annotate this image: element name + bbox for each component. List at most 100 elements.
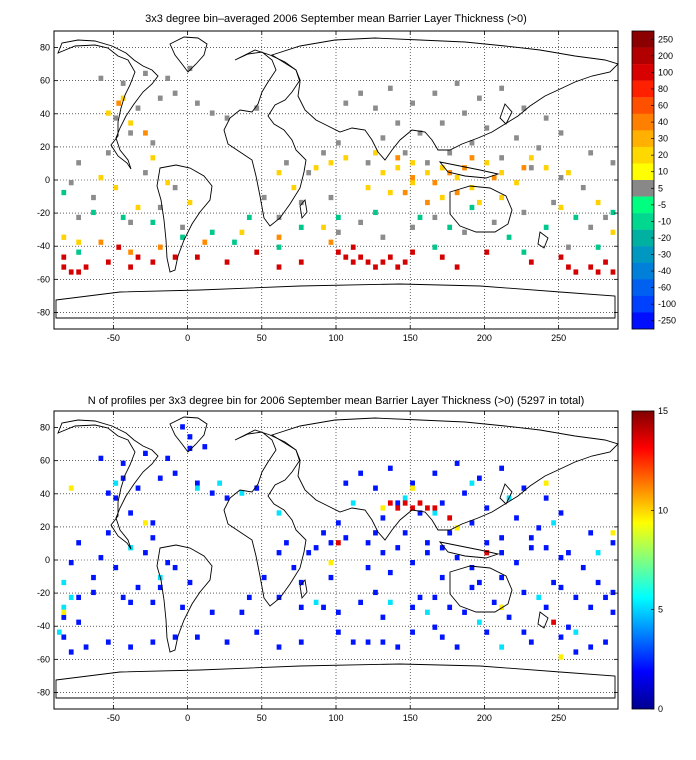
colorbar-segment	[632, 279, 654, 297]
bin-cell-gray	[98, 75, 104, 81]
bin-cell-red	[105, 259, 111, 265]
bin-cell-blue	[499, 535, 505, 541]
bin-cell-red	[343, 254, 349, 260]
bin-cell-gray	[477, 95, 482, 101]
bottom-colorbar: 15 10 5 0	[631, 406, 668, 714]
bin-cell-red	[336, 249, 341, 255]
bin-cell-blue	[610, 589, 616, 596]
bin-cell-red	[83, 264, 89, 270]
bin-cell-blue	[135, 485, 141, 491]
bin-cell-red	[484, 249, 490, 255]
top-coastlines	[55, 36, 619, 319]
bin-cell-blue	[68, 560, 74, 566]
y-tick-label: 40	[40, 489, 50, 499]
bin-cell-gray	[566, 244, 571, 250]
bin-cell-yellow	[514, 180, 519, 186]
bin-cell-blue	[91, 574, 96, 581]
bin-cell-blue	[336, 520, 341, 526]
bin-cell-gray	[91, 194, 96, 201]
bin-cell-green	[180, 234, 185, 240]
x-tick-label: 250	[551, 713, 566, 723]
bin-cell-gray	[261, 194, 267, 201]
bottom-x-axis: -50 0 50 100 150 200 250	[107, 411, 566, 723]
bin-cell-blue	[447, 530, 453, 536]
colorbar-tick-label: 5	[658, 183, 663, 193]
bin-cell-blue	[343, 535, 349, 541]
colorbar-tick-label: -30	[658, 250, 671, 260]
bin-cell-blue	[462, 490, 467, 496]
bin-cell-red	[116, 244, 122, 250]
x-tick-label: 250	[551, 333, 566, 343]
y-tick-label: 20	[40, 142, 50, 152]
bin-cell-yellow	[291, 184, 297, 191]
bin-cell-green	[246, 214, 252, 221]
bottom-grid	[54, 411, 618, 709]
bin-cell-gray	[195, 100, 200, 106]
top-y-axis: 80 60 40 20 0 -20 -40 -60 -80	[37, 43, 618, 317]
bin-cell-blue	[588, 644, 594, 650]
bin-cell-blue	[395, 545, 401, 551]
bin-cell-gray	[514, 135, 519, 141]
bin-cell-blue	[380, 515, 386, 521]
bin-cell-blue	[373, 485, 378, 491]
bin-cell-red	[358, 254, 364, 260]
bin-cell-yellow	[165, 180, 171, 186]
bin-cell-blue	[410, 604, 415, 610]
bin-cell-blue	[321, 530, 326, 536]
colorbar-segment	[632, 196, 654, 214]
bin-cell-yellow	[373, 150, 378, 156]
x-tick-label: 150	[403, 713, 418, 723]
bin-cell-cyan	[195, 485, 200, 491]
bin-cell-gray	[439, 120, 445, 126]
bin-cell-blue	[98, 455, 104, 461]
bin-cell-blue	[172, 634, 178, 640]
bin-cell-yellow	[105, 110, 111, 116]
bin-cell-red	[402, 500, 408, 506]
bin-cell-blue	[187, 579, 193, 586]
bin-cell-blue	[603, 639, 608, 645]
bin-cell-orange	[395, 155, 401, 161]
bin-cell-blue	[143, 450, 148, 456]
x-tick-label: 200	[477, 333, 492, 343]
bin-cell-red	[150, 259, 156, 265]
bin-cell-blue	[291, 564, 297, 571]
bin-cell-gray	[454, 80, 460, 86]
bin-cell-red	[558, 254, 564, 260]
y-tick-label: 80	[40, 423, 50, 433]
bin-cell-red	[603, 259, 608, 265]
bin-cell-blue	[61, 614, 67, 620]
bin-cell-blue	[246, 594, 252, 601]
y-tick-label: 40	[40, 109, 50, 119]
bin-cell-cyan	[56, 629, 62, 635]
bin-cell-red	[380, 259, 386, 265]
bin-cell-red	[254, 249, 260, 255]
bin-cell-blue	[380, 639, 386, 645]
y-tick-label: 20	[40, 522, 50, 532]
bin-cell-blue	[128, 510, 133, 516]
bin-cell-cyan	[595, 550, 601, 556]
bin-cell-red	[395, 505, 401, 511]
bin-cell-blue	[143, 550, 148, 556]
bin-cell-blue	[380, 614, 386, 620]
bin-cell-blue	[276, 594, 282, 601]
x-tick-label: -50	[107, 713, 120, 723]
colorbar-segment	[632, 97, 654, 114]
bin-cell-blue	[254, 485, 260, 491]
bin-cell-cyan	[402, 495, 408, 501]
bin-cell-red	[595, 269, 601, 275]
bin-cell-yellow	[439, 194, 445, 201]
colorbar-tick-label: 250	[658, 34, 673, 44]
bin-cell-blue	[439, 574, 445, 581]
bottom-colorbar-gradient	[631, 410, 655, 710]
bin-cell-cyan	[217, 480, 223, 486]
bin-cell-blue	[150, 599, 156, 605]
bin-cell-blue	[306, 550, 312, 556]
bin-cell-blue	[543, 604, 549, 610]
colorbar-segment	[632, 80, 654, 98]
bin-cell-blue	[187, 445, 193, 452]
bin-cell-red	[432, 505, 438, 511]
bin-cell-orange	[128, 249, 133, 255]
bin-cell-blue	[209, 609, 215, 615]
bin-cell-blue	[395, 500, 401, 506]
bin-cell-red	[195, 254, 200, 260]
